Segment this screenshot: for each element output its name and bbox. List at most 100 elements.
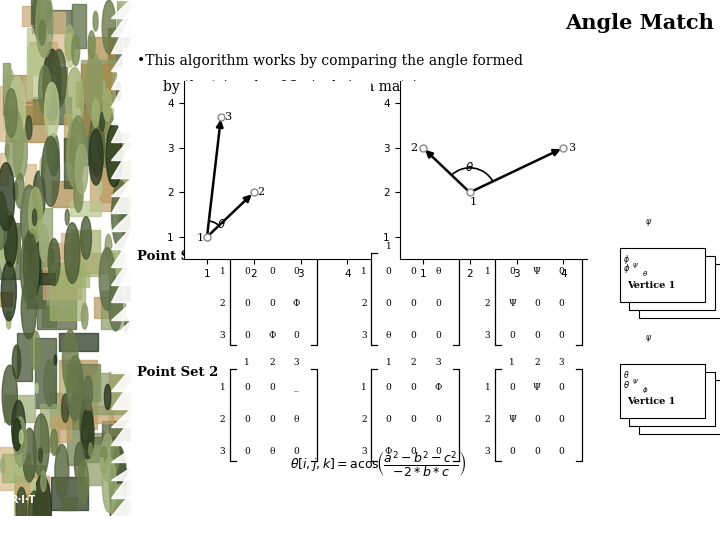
Polygon shape	[112, 320, 131, 338]
Circle shape	[5, 89, 17, 137]
Bar	[24, 465, 45, 477]
Text: 0: 0	[509, 267, 515, 276]
Bar	[63, 114, 72, 161]
Bar	[32, 10, 71, 33]
Text: 0: 0	[410, 299, 416, 308]
Text: 3: 3	[559, 358, 564, 367]
Bar	[629, 372, 715, 426]
Text: $\theta$: $\theta$	[217, 218, 227, 231]
Polygon shape	[112, 325, 131, 356]
Circle shape	[116, 82, 121, 101]
Text: Angle Match: Angle Match	[565, 13, 714, 33]
Text: 0: 0	[244, 447, 250, 456]
Circle shape	[85, 53, 102, 120]
Circle shape	[112, 446, 126, 504]
Text: θ: θ	[386, 330, 391, 340]
Circle shape	[32, 209, 37, 226]
Bar	[45, 309, 73, 320]
Circle shape	[117, 282, 122, 300]
Circle shape	[39, 20, 45, 45]
Circle shape	[104, 384, 111, 410]
Circle shape	[100, 113, 104, 131]
Bar	[53, 12, 65, 62]
Circle shape	[21, 279, 37, 339]
Bar	[117, 0, 138, 46]
Text: 2: 2	[269, 358, 274, 367]
Circle shape	[31, 331, 40, 370]
Circle shape	[93, 11, 98, 31]
Text: 1: 1	[361, 267, 366, 276]
Circle shape	[44, 360, 55, 406]
Circle shape	[36, 0, 53, 58]
Text: 0: 0	[435, 299, 441, 308]
Text: 0: 0	[385, 299, 391, 308]
Text: 2: 2	[220, 299, 225, 308]
Bar	[56, 67, 67, 97]
Circle shape	[102, 0, 116, 53]
Bar	[67, 396, 86, 465]
Text: 3: 3	[559, 242, 564, 251]
Circle shape	[66, 209, 69, 225]
Text: $\psi$: $\psi$	[646, 218, 652, 228]
Text: 0: 0	[244, 299, 250, 308]
Bar	[35, 208, 53, 266]
Text: 3: 3	[220, 330, 225, 340]
Text: 0: 0	[410, 415, 416, 424]
Text: Ψ: Ψ	[508, 415, 516, 424]
Polygon shape	[112, 417, 131, 444]
Text: Vertice 1: Vertice 1	[627, 281, 675, 290]
Circle shape	[112, 484, 127, 540]
Text: 0: 0	[509, 447, 515, 456]
Bar	[76, 82, 104, 107]
Circle shape	[122, 205, 130, 238]
Bar	[90, 86, 113, 124]
Polygon shape	[112, 471, 131, 498]
Circle shape	[26, 116, 32, 140]
Circle shape	[48, 239, 60, 286]
Circle shape	[33, 475, 51, 540]
Text: 0: 0	[534, 299, 540, 308]
Bar	[101, 291, 125, 329]
Bar	[620, 363, 706, 418]
Circle shape	[84, 376, 92, 410]
Bar	[27, 256, 45, 308]
Text: θ: θ	[435, 267, 441, 276]
Circle shape	[5, 143, 9, 157]
Circle shape	[89, 130, 103, 185]
Text: 3: 3	[294, 358, 300, 367]
Text: $\theta$: $\theta$	[465, 161, 474, 174]
Bar	[86, 445, 102, 485]
Text: 0: 0	[509, 383, 515, 392]
Circle shape	[1, 457, 5, 474]
Text: 0: 0	[385, 415, 391, 424]
Polygon shape	[112, 467, 131, 480]
Bar	[0, 227, 18, 264]
Polygon shape	[112, 227, 131, 249]
Circle shape	[102, 434, 114, 481]
Text: 2: 2	[361, 299, 366, 308]
Text: by the triangle of 3 pixels in a matrix: by the triangle of 3 pixels in a matrix	[163, 80, 426, 94]
Circle shape	[13, 124, 27, 180]
Circle shape	[55, 444, 69, 499]
Text: 0: 0	[534, 330, 540, 340]
Circle shape	[109, 278, 122, 331]
Bar	[86, 437, 120, 462]
Polygon shape	[112, 302, 131, 320]
Bar	[17, 494, 47, 531]
Text: 0: 0	[534, 447, 540, 456]
Text: Point Set 2: Point Set 2	[137, 366, 218, 379]
Bar	[639, 264, 720, 318]
Bar	[81, 60, 116, 102]
Polygon shape	[112, 69, 131, 107]
Text: 0: 0	[435, 447, 441, 456]
Bar	[52, 181, 80, 207]
Bar	[639, 380, 720, 434]
Circle shape	[89, 443, 92, 456]
Circle shape	[65, 223, 80, 284]
Bar	[109, 28, 122, 66]
Circle shape	[35, 383, 38, 394]
Text: 1: 1	[485, 267, 490, 276]
Text: 0: 0	[559, 415, 564, 424]
Bar	[15, 476, 48, 540]
Bar	[123, 152, 136, 166]
